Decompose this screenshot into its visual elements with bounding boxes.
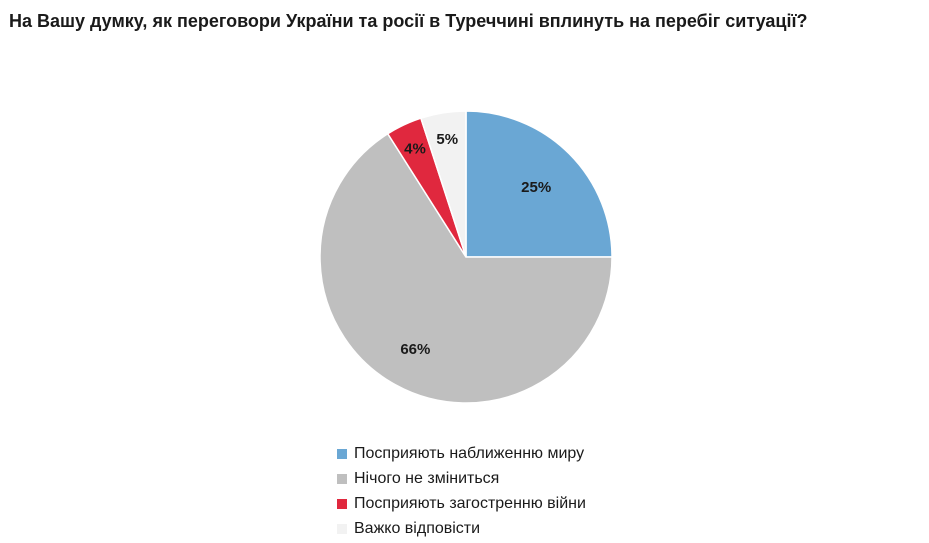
legend-swatch-escalation <box>337 498 347 509</box>
chart-title: На Вашу думку, як переговори України та … <box>9 11 808 31</box>
slice-label-hard-to-say: 5% <box>436 131 458 148</box>
legend-item-no-change: Нічого не зміниться <box>337 466 586 491</box>
pie-slice-peace <box>465 110 613 258</box>
legend-item-hard-to-say: Важко відповісти <box>337 516 586 541</box>
slice-label-no-change: 66% <box>400 341 430 358</box>
chart-legend: Посприяють наближенню миру Нічого не змі… <box>337 441 586 541</box>
legend-label-escalation: Посприяють загостренню війни <box>354 494 586 512</box>
legend-label-peace: Посприяють наближенню миру <box>354 444 585 462</box>
legend-label-no-change: Нічого не зміниться <box>354 469 500 487</box>
legend-label-hard-to-say: Важко відповісти <box>354 519 481 537</box>
legend-item-escalation: Посприяють загостренню війни <box>337 491 586 516</box>
slice-label-peace: 25% <box>521 179 551 196</box>
legend-swatch-hard-to-say <box>337 523 347 534</box>
slice-label-escalation: 4% <box>404 141 426 158</box>
pie-slice-hard-to-say <box>419 110 467 258</box>
pie-slice-no-change <box>319 132 613 404</box>
legend-swatch-peace <box>337 448 347 459</box>
legend-swatch-no-change <box>337 473 347 484</box>
legend-item-peace: Посприяють наближенню миру <box>337 441 586 466</box>
